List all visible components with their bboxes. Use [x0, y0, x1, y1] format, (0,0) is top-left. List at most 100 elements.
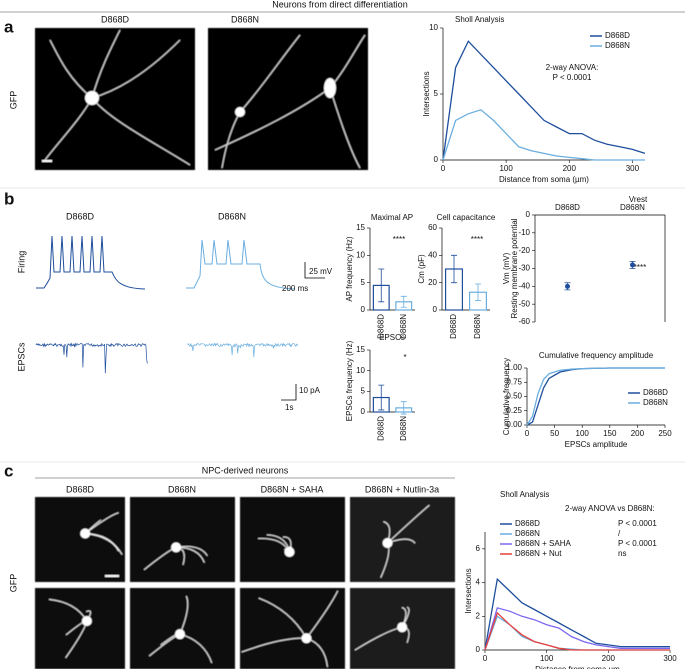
scale-bar [281, 384, 297, 401]
y-tick-label: 0 [433, 305, 438, 314]
x-tick-label: 0 [525, 429, 530, 438]
panel-label: c [4, 461, 13, 480]
x-tick-label: 200 [563, 164, 577, 173]
error-bar [400, 401, 407, 415]
y-axis-label: Cm (pF) [417, 254, 426, 284]
scale-label: 200 ms [282, 284, 308, 293]
y-tick-label: -30 [518, 264, 530, 273]
chart-title: Cell capacitance [437, 213, 496, 222]
y-tick-label: 0.25 [506, 406, 522, 415]
scale-bar [105, 575, 119, 577]
chart-title: Sholl Analysis [500, 490, 549, 499]
x-tick-label: 200 [602, 654, 616, 663]
micrograph [240, 588, 345, 669]
soma [171, 542, 182, 553]
y-tick-label: 0 [526, 210, 531, 219]
chart-title: Cumulative frequency amplitude [539, 351, 654, 360]
y-tick-label: 5 [361, 278, 366, 287]
annotation: 2-way ANOVA: [546, 63, 599, 72]
x-tick-label: 50 [550, 429, 559, 438]
soma [284, 546, 295, 557]
x-tick-label: 300 [626, 164, 640, 173]
y-tick-label: 1.00 [506, 363, 522, 372]
x-tick-label: 100 [499, 164, 513, 173]
micrograph [130, 497, 235, 582]
y-axis-label: Resting membrane potential [510, 218, 519, 318]
scale-bar [304, 262, 325, 279]
soma [81, 616, 92, 627]
y-tick-label: 5 [434, 89, 439, 98]
x-axis-label: Distance from soma (µm) [499, 175, 589, 184]
y-tick-label: 4 [476, 578, 481, 587]
x-tick-label: 250 [658, 429, 672, 438]
chart-title: Vrest [629, 195, 648, 204]
micrographs-c [35, 497, 455, 669]
error-bar [475, 283, 481, 301]
annotation: 2-way ANOVA vs D868N: [565, 504, 655, 513]
soma [397, 622, 408, 633]
chart-title: Sholl Analysis [455, 15, 504, 24]
x-tick-label: 0 [483, 654, 488, 663]
y-tick-label: 6 [476, 544, 481, 553]
neurite [258, 597, 307, 639]
row-label: EPSCs [16, 342, 26, 372]
scale-label: 25 mV [309, 267, 333, 276]
chart-title: Maximal AP [371, 213, 413, 222]
trace-label: D868D [66, 211, 95, 221]
x-tick-label: D868D [376, 314, 385, 339]
epsc-trace [187, 342, 299, 358]
y-tick-label: -40 [518, 281, 530, 290]
image-label: D868N + Nutlin-3a [365, 484, 439, 494]
annotation: **** [634, 263, 646, 272]
image-label: D868N + SAHA [261, 484, 324, 494]
x-tick-label: 150 [603, 429, 617, 438]
error-bar [400, 295, 407, 308]
legend-label: D868N [515, 529, 540, 538]
y-axis-label: Cumulative frequency [502, 358, 511, 435]
gfp-label: GFP [8, 91, 18, 110]
gfp-label: GFP [8, 574, 18, 593]
top-title: Neurons from direct differentiation [272, 0, 407, 9]
y-tick-label: -50 [518, 299, 530, 308]
x-axis-label: EPSCs amplitude [565, 440, 628, 449]
y-axis-label: Intersections [422, 71, 431, 116]
series-line [484, 577, 670, 651]
series-line [484, 607, 670, 651]
y-tick-label: 10 [356, 366, 365, 375]
row-label: Firing [16, 251, 26, 274]
y-tick-label: 0.75 [506, 377, 522, 386]
image-label: D868D [101, 14, 130, 24]
y-axis-label: Intersections [464, 568, 473, 613]
y-tick-label: 0 [361, 305, 366, 314]
x-tick-label: D868N [620, 203, 645, 212]
y-tick-label: 20 [428, 278, 437, 287]
x-tick-label: 100 [540, 654, 554, 663]
legend-label: D868N [643, 398, 668, 407]
y-tick-label: 0 [476, 645, 481, 654]
annotation: P < 0.0001 [553, 73, 592, 82]
chart-title: EPSCs [379, 333, 405, 342]
micrograph [240, 497, 345, 582]
y-axis-label: AP frequency (Hz) [345, 236, 354, 302]
legend-note: ns [618, 549, 626, 558]
x-tick-label: D868N [399, 416, 408, 441]
soma [80, 528, 91, 539]
soma [174, 629, 185, 640]
x-tick-label: D868D [555, 203, 580, 212]
x-tick-label: D868N [399, 314, 408, 339]
error-bar [564, 282, 571, 291]
y-tick-label: 0.00 [506, 420, 522, 429]
annotation: **** [393, 235, 405, 244]
annotation: **** [471, 235, 483, 244]
y-tick-label: 5 [361, 386, 366, 395]
x-tick-label: D868D [449, 314, 458, 339]
legend-label: D868D [605, 31, 630, 40]
firing-trace [186, 239, 296, 290]
y-tick-label: 10 [429, 23, 438, 32]
epsc-traces [35, 342, 299, 374]
series-line [442, 40, 646, 161]
scale-label: 1s [285, 403, 293, 412]
legend-label: D868N [605, 41, 630, 50]
